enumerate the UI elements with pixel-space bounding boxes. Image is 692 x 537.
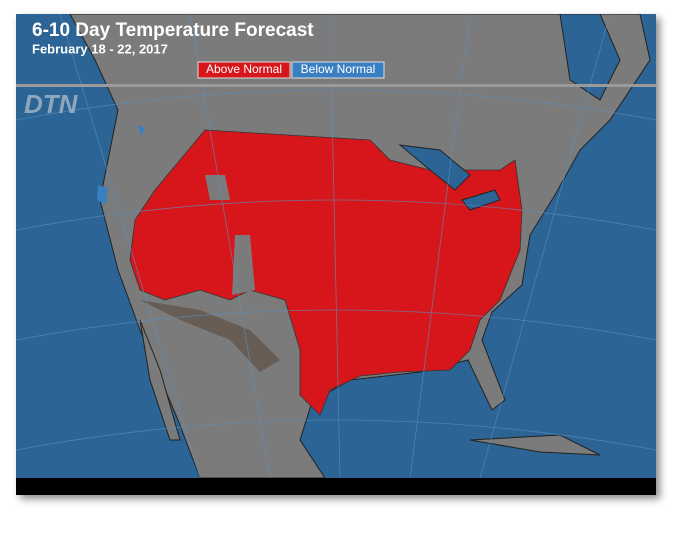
subtitle: February 18 - 22, 2017 xyxy=(32,41,168,56)
cuba xyxy=(469,434,601,456)
divider xyxy=(16,84,656,87)
normal-area xyxy=(205,175,255,295)
legend: Above Normal Below Normal xyxy=(197,61,385,79)
legend-label: Above Normal xyxy=(206,62,282,76)
below-normal-area xyxy=(97,125,145,205)
logo: DTN xyxy=(24,89,79,119)
title: 6-10 Day Temperature Forecast xyxy=(32,20,314,41)
hudson-bay xyxy=(559,14,621,101)
above-normal-area xyxy=(129,129,523,416)
map-area: DTN 6-10 Day Temperature Forecast Februa… xyxy=(16,14,656,478)
legend-swatch xyxy=(197,61,291,79)
great-lakes xyxy=(398,144,501,211)
legend-label: Below Normal xyxy=(301,62,376,76)
below-normal-precip xyxy=(140,300,280,372)
legend-swatch xyxy=(291,61,385,79)
graticule xyxy=(16,14,656,478)
baja xyxy=(139,319,181,441)
